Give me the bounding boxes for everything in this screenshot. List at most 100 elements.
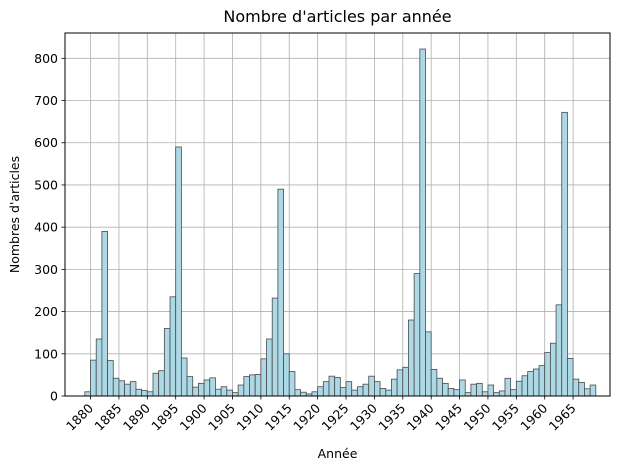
bar-1901	[209, 377, 216, 397]
bar-1952	[498, 390, 506, 397]
bar-1961	[549, 342, 557, 397]
bar-1937	[413, 273, 421, 397]
bar-1916	[294, 389, 301, 397]
y-tick-label: 700	[34, 93, 58, 108]
bar-1924	[339, 387, 347, 397]
y-tick-label: 300	[34, 262, 58, 277]
bar-1910	[260, 358, 267, 397]
bar-1895	[175, 146, 182, 397]
bar-1897	[186, 376, 194, 397]
bar-1914	[283, 353, 290, 397]
bar-1922	[328, 375, 336, 397]
x-tick-label: 1895	[148, 401, 181, 434]
x-tick-label: 1905	[205, 401, 238, 434]
bar-1917	[300, 391, 307, 397]
bar-1929	[368, 375, 375, 397]
x-tick-label: 1935	[375, 401, 408, 434]
bar-1959	[538, 365, 546, 397]
y-tick-label: 600	[34, 135, 58, 150]
bar-1960	[544, 352, 551, 397]
bar-1944	[453, 389, 460, 397]
bar-1921	[322, 381, 330, 397]
bar-1957	[527, 371, 534, 397]
bar-1923	[334, 377, 341, 397]
bar-1886	[124, 383, 131, 397]
bar-1928	[362, 383, 370, 397]
bar-1890	[146, 391, 154, 397]
x-tick-label: 1885	[91, 401, 124, 434]
bar-1902	[215, 388, 222, 397]
bar-1951	[493, 392, 500, 397]
y-tick-label: 400	[34, 220, 58, 235]
x-tick-label: 1955	[489, 401, 522, 434]
bar-1885	[118, 380, 126, 397]
bar-1882	[101, 230, 108, 397]
y-tick-label: 200	[34, 304, 58, 319]
x-tick-label: 1945	[432, 401, 465, 434]
bar-1932	[385, 389, 392, 397]
bar-1883	[107, 360, 114, 397]
bar-1920	[317, 386, 324, 397]
bar-1888	[135, 388, 143, 397]
bar-1930	[374, 381, 381, 397]
bar-1926	[351, 389, 358, 397]
x-tick-label: 1915	[262, 401, 295, 434]
bar-1942	[442, 382, 449, 397]
bar-1956	[521, 375, 529, 397]
x-tick-label: 1950	[460, 400, 493, 433]
bar-1925	[345, 381, 353, 397]
x-tick-label: 1890	[120, 400, 153, 433]
bar-1903	[220, 386, 228, 397]
x-tick-label: 1920	[290, 400, 323, 433]
bar-1891	[152, 372, 160, 397]
bar-1933	[391, 378, 398, 397]
bar-1906	[237, 384, 245, 397]
bar-1908	[249, 374, 256, 397]
bar-1963	[561, 111, 568, 397]
bar-1938	[419, 48, 426, 397]
bar-1941	[436, 377, 443, 397]
x-tick-label: 1930	[347, 400, 380, 433]
bar-1968	[589, 384, 597, 397]
x-tick-label: 1910	[233, 400, 266, 433]
bar-1939	[425, 331, 432, 397]
bar-1909	[254, 374, 262, 397]
x-axis-label: Année	[318, 446, 358, 461]
bar-1898	[192, 386, 199, 397]
bar-1893	[163, 328, 171, 397]
x-tick-label: 1960	[517, 400, 550, 433]
x-tick-label: 1940	[404, 400, 437, 433]
y-tick-label: 800	[34, 51, 58, 66]
bar-1899	[198, 382, 205, 397]
bar-1966	[578, 382, 585, 397]
bar-1954	[510, 389, 517, 397]
x-tick-label: 1925	[319, 401, 352, 434]
bar-1912	[271, 297, 279, 397]
plot-area: 0 100 200 300 400 500 600 700 800 188018851890189…	[34, 32, 611, 434]
bar-1967	[584, 388, 591, 397]
axes-background	[65, 33, 610, 396]
bar-1907	[243, 376, 250, 397]
bar-1919	[311, 391, 319, 397]
bar-1946	[464, 392, 472, 397]
bar-1953	[504, 377, 512, 397]
bar-1949	[481, 391, 489, 397]
bar-1915	[288, 371, 296, 397]
bar-1931	[379, 388, 387, 397]
x-tick-label: 1880	[63, 400, 96, 433]
bar-1950	[487, 384, 495, 397]
bar-1881	[95, 338, 103, 397]
bar-1879	[84, 391, 91, 397]
bar-1948	[476, 382, 483, 397]
bar-1896	[180, 357, 188, 397]
bar-1887	[129, 381, 137, 397]
bar-1884	[112, 377, 120, 397]
y-tick-label: 100	[34, 346, 58, 361]
x-tick-label: 1900	[177, 400, 210, 433]
bar-1945	[459, 379, 466, 397]
y-tick-label: 500	[34, 177, 58, 192]
y-tick-label: 0	[50, 389, 58, 404]
bar-1955	[515, 380, 523, 397]
